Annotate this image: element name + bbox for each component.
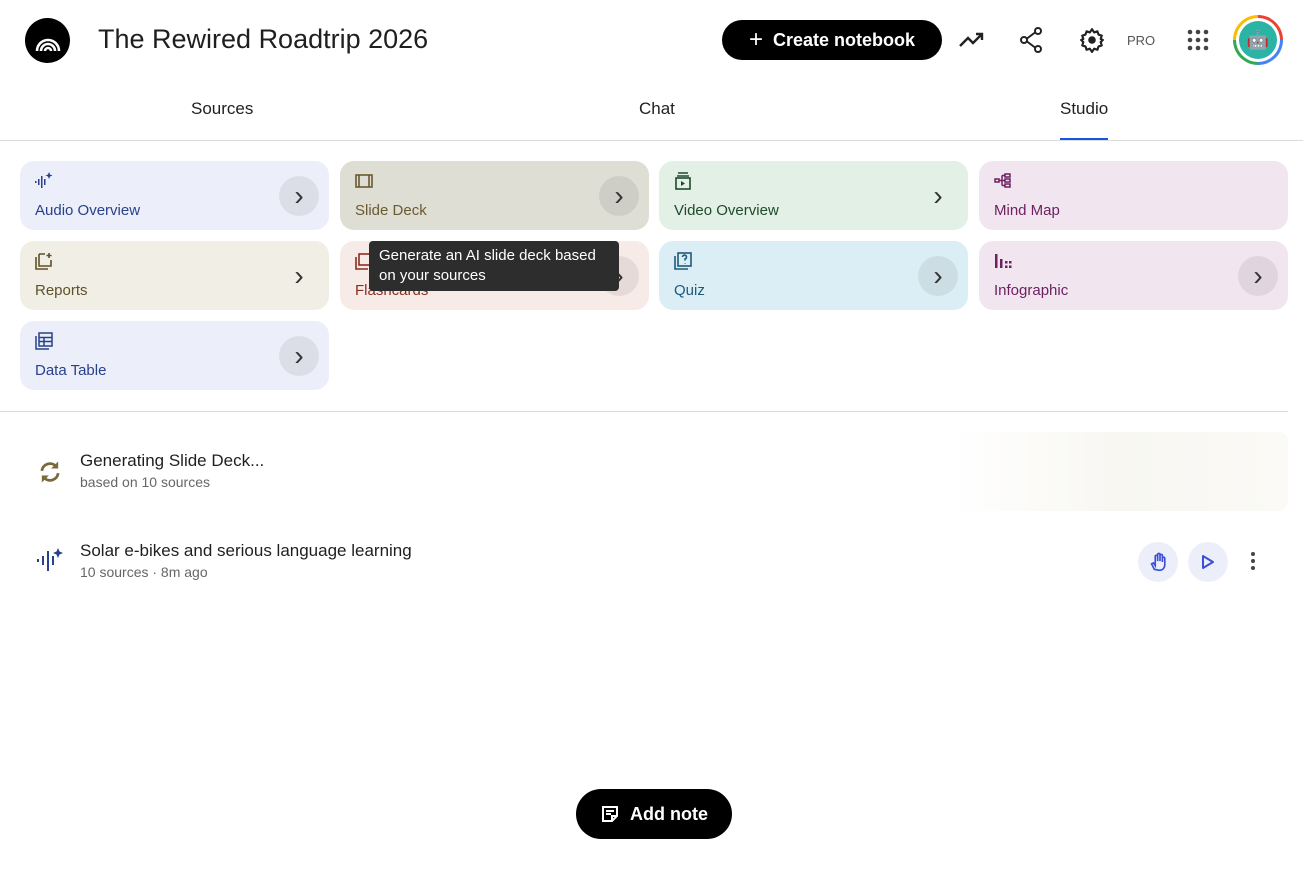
share-button[interactable] (1011, 20, 1051, 60)
tooltip: Generate an AI slide deck based on your … (369, 241, 619, 291)
studio-tool-label: Reports (35, 282, 88, 299)
trending-up-icon (959, 32, 984, 47)
add-note-button[interactable]: Add note (576, 789, 732, 839)
chevron-right-icon[interactable]: › (933, 180, 943, 211)
plus-icon: + (748, 26, 763, 53)
output-item-audio[interactable]: Solar e-bikes and serious language learn… (80, 541, 412, 580)
chevron-right-icon[interactable]: › (918, 256, 958, 296)
studio-tool-label: Mind Map (994, 202, 1060, 219)
studio-tool-audio-overview[interactable]: Audio Overview › (20, 161, 329, 230)
video-icon (674, 172, 692, 190)
play-button[interactable] (1188, 542, 1228, 582)
apps-grid-icon (1187, 29, 1209, 51)
avatar[interactable]: 🤖 (1233, 15, 1283, 65)
studio-tool-video-overview[interactable]: Video Overview › (659, 161, 968, 230)
chevron-right-icon[interactable]: › (1238, 256, 1278, 296)
studio-tool-label: Data Table (35, 362, 107, 379)
output-title: Solar e-bikes and serious language learn… (80, 541, 412, 560)
tab-chat[interactable]: Chat (639, 99, 675, 118)
infographic-icon (994, 252, 1012, 270)
tab-studio[interactable]: Studio (1060, 99, 1109, 140)
studio-tool-label: Audio Overview (35, 202, 141, 219)
sync-icon (36, 457, 64, 492)
settings-button[interactable] (1072, 20, 1112, 60)
studio-tool-slide-deck[interactable]: Slide Deck › (340, 161, 649, 230)
output-item-generating[interactable]: Generating Slide Deck... based on 10 sou… (80, 451, 264, 490)
share-icon (1020, 27, 1042, 53)
interactive-mode-button[interactable] (1138, 542, 1178, 582)
tab-sources[interactable]: Sources (191, 99, 254, 118)
studio-tool-label: Video Overview (674, 202, 779, 219)
app-logo[interactable] (25, 18, 70, 63)
chevron-right-icon[interactable]: › (294, 260, 304, 291)
analytics-button[interactable] (952, 20, 992, 60)
output-title: Generating Slide Deck... (80, 451, 265, 470)
create-notebook-button[interactable]: + Create notebook (722, 20, 942, 60)
reports-icon (35, 252, 53, 270)
pro-badge: PRO (1127, 33, 1156, 48)
chevron-right-icon[interactable]: › (279, 336, 319, 376)
studio-tool-mind-map[interactable]: Mind Map (979, 161, 1288, 230)
apps-button[interactable] (1178, 20, 1218, 60)
quiz-icon (674, 252, 692, 270)
audio-waveform-sparkle-icon (35, 172, 53, 190)
wave-hand-icon (1150, 552, 1166, 572)
mind-map-icon (994, 172, 1012, 190)
studio-tool-reports[interactable]: Reports › (20, 241, 329, 310)
studio-tool-infographic[interactable]: Infographic › (979, 241, 1288, 310)
tab-bar: Sources Chat Studio (0, 85, 1303, 141)
divider (0, 411, 1288, 412)
robot-avatar-icon: 🤖 (1239, 21, 1277, 59)
output-subtitle: based on 10 sources (80, 474, 210, 490)
note-icon (602, 806, 618, 822)
studio-tool-data-table[interactable]: Data Table › (20, 321, 329, 390)
chevron-right-icon[interactable]: › (599, 176, 639, 216)
gear-icon (1080, 28, 1104, 53)
audio-waveform-sparkle-icon (36, 546, 64, 579)
studio-tool-label: Slide Deck (355, 202, 427, 219)
data-table-icon (35, 332, 53, 350)
play-icon (1202, 555, 1214, 569)
more-options-button[interactable] (1240, 548, 1266, 574)
notebook-title[interactable]: The Rewired Roadtrip 2026 (98, 24, 429, 54)
more-vert-icon (1251, 552, 1255, 570)
output-subtitle: 10 sources · 8m ago (80, 564, 208, 580)
slide-deck-icon (355, 172, 373, 190)
studio-tool-label: Quiz (674, 282, 705, 299)
studio-tool-label: Infographic (994, 282, 1069, 299)
chevron-right-icon[interactable]: › (279, 176, 319, 216)
loading-shimmer (950, 432, 1288, 511)
studio-tool-quiz[interactable]: Quiz › (659, 241, 968, 310)
